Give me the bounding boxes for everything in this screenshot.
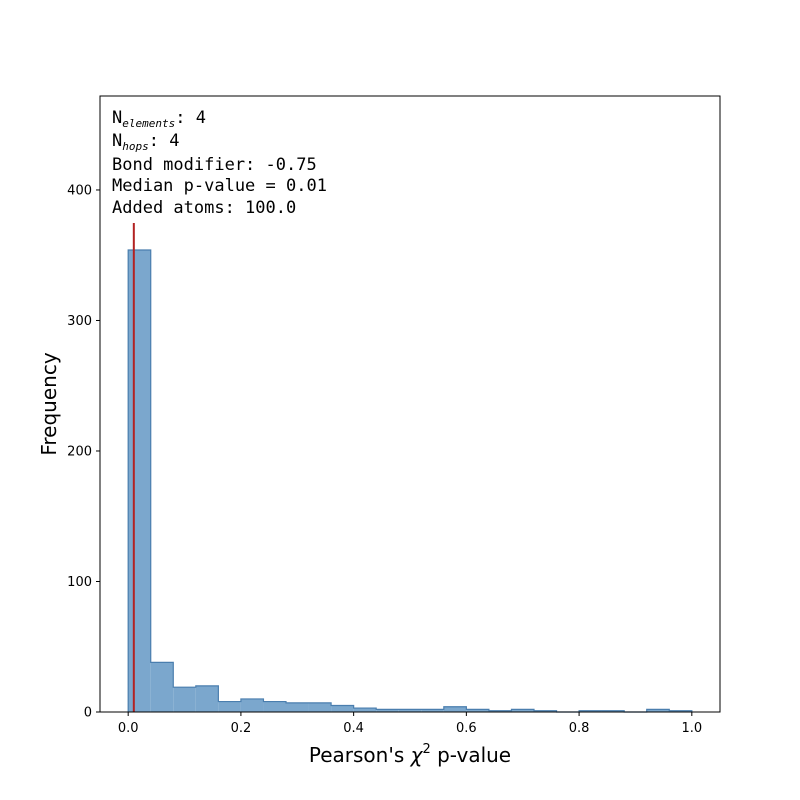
y-axis-ticks: 0 100 200 300 400 xyxy=(67,183,100,721)
histogram-bar xyxy=(443,706,467,712)
x-tick-label: 0.4 xyxy=(343,721,364,736)
histogram-outline xyxy=(127,249,693,713)
histogram-bar xyxy=(579,710,602,712)
info-annotations: Nelements: 4 Nhops: 4 Bond modifier: -0.… xyxy=(112,108,327,218)
histogram-bar xyxy=(376,709,399,712)
axes-frame xyxy=(99,95,721,713)
histogram-bar xyxy=(646,709,670,712)
histogram-bar xyxy=(218,701,241,712)
histogram-bar xyxy=(308,702,332,712)
y-tick-label: 300 xyxy=(67,314,92,329)
plot-area xyxy=(100,96,720,712)
histogram-bar xyxy=(511,709,534,712)
annotation-bond-modifier: Bond modifier: -0.75 xyxy=(112,155,317,175)
y-tick-label: 100 xyxy=(67,575,92,590)
histogram-bar xyxy=(488,710,512,712)
x-axis-ticks: 0.0 0.2 0.4 0.6 0.8 1.0 xyxy=(118,712,702,736)
x-tick-label: 1.0 xyxy=(681,721,702,736)
annotation-added-atoms: Added atoms: 100.0 xyxy=(112,198,296,218)
x-tick-label: 0.0 xyxy=(118,721,139,736)
y-tick-label: 400 xyxy=(67,183,92,198)
x-tick-label: 0.8 xyxy=(569,721,590,736)
histogram-bar xyxy=(263,701,286,712)
annotation-median-p-value: Median p-value = 0.01 xyxy=(112,176,327,196)
x-axis-label: Pearson's χ2 p-value xyxy=(309,742,511,767)
y-axis-label: Frequency xyxy=(37,352,61,455)
histogram-bar xyxy=(173,687,196,712)
histogram-bar xyxy=(421,709,444,712)
histogram-bar xyxy=(128,250,151,712)
x-tick-label: 0.2 xyxy=(231,721,252,736)
annotation-n-hops: Nhops: 4 xyxy=(112,131,179,153)
histogram-bar xyxy=(195,685,219,712)
histogram-bar xyxy=(466,709,489,712)
annotation-n-elements: Nelements: 4 xyxy=(112,108,206,130)
histogram-bar xyxy=(150,662,174,712)
histogram-bar xyxy=(240,698,264,712)
histogram-bar xyxy=(353,708,377,712)
y-tick-label: 0 xyxy=(84,706,92,721)
histogram-bar xyxy=(534,710,557,712)
y-tick-label: 200 xyxy=(67,444,92,459)
x-tick-label: 0.6 xyxy=(456,721,477,736)
histogram-bar xyxy=(601,710,625,712)
histogram-bar xyxy=(398,709,422,712)
histogram-bar xyxy=(331,705,354,712)
histogram-bar xyxy=(669,710,692,712)
histogram-bar xyxy=(286,702,309,712)
